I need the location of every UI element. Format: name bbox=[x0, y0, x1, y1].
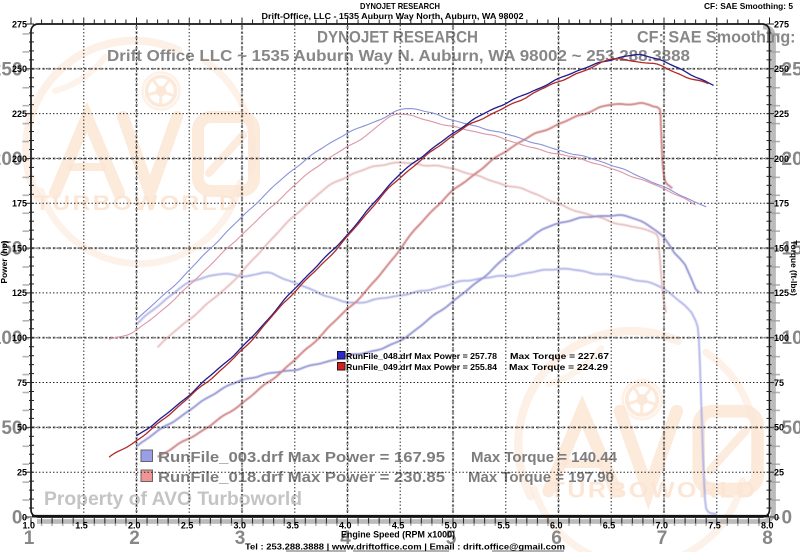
svg-text:275: 275 bbox=[12, 19, 27, 29]
svg-text:RunFile_003.drf Max Power = 16: RunFile_003.drf Max Power = 167.95 bbox=[158, 449, 445, 466]
svg-text:175: 175 bbox=[12, 199, 27, 209]
svg-text:3.5: 3.5 bbox=[286, 521, 299, 531]
svg-text:8: 8 bbox=[762, 528, 773, 549]
svg-text:Max Torque = 224.29: Max Torque = 224.29 bbox=[509, 362, 608, 372]
svg-text:250: 250 bbox=[782, 59, 800, 80]
svg-text:Power (hp): Power (hp) bbox=[0, 240, 9, 283]
svg-text:100: 100 bbox=[774, 333, 789, 343]
svg-text:250: 250 bbox=[12, 64, 27, 74]
svg-text:100: 100 bbox=[12, 333, 27, 343]
svg-text:4: 4 bbox=[340, 528, 351, 549]
svg-text:4.5: 4.5 bbox=[392, 521, 405, 531]
svg-text:CF: SAE Smoothing: 5: CF: SAE Smoothing: 5 bbox=[704, 2, 793, 11]
svg-text:150: 150 bbox=[774, 243, 789, 253]
svg-text:7.5: 7.5 bbox=[708, 521, 721, 531]
svg-text:100: 100 bbox=[0, 328, 23, 349]
svg-text:DYNOJET RESEARCH: DYNOJET RESEARCH bbox=[317, 29, 478, 47]
svg-text:Torque (ft-lbs): Torque (ft-lbs) bbox=[789, 240, 799, 296]
svg-text:Tel : 253.288.3888 | www.dri: Tel : 253.288.3888 | www.driftoffice.com… bbox=[245, 543, 565, 552]
svg-text:250: 250 bbox=[774, 64, 789, 74]
svg-text:125: 125 bbox=[774, 288, 789, 298]
svg-text:6.0: 6.0 bbox=[550, 521, 563, 531]
svg-text:6: 6 bbox=[551, 528, 562, 549]
svg-text:2.0: 2.0 bbox=[128, 521, 141, 531]
svg-text:RunFile_048.drf Max Power = 25: RunFile_048.drf Max Power = 257.78 bbox=[346, 351, 497, 361]
svg-text:5.0: 5.0 bbox=[445, 521, 458, 531]
svg-text:7: 7 bbox=[657, 528, 668, 549]
svg-text:TURBOWORLD: TURBOWORLD bbox=[550, 477, 758, 502]
svg-text:6.5: 6.5 bbox=[603, 521, 616, 531]
svg-text:1: 1 bbox=[24, 528, 35, 549]
svg-text:200: 200 bbox=[0, 149, 23, 170]
svg-text:7.0: 7.0 bbox=[656, 521, 669, 531]
svg-text:150: 150 bbox=[0, 239, 23, 260]
svg-text:RunFile_049.drf Max Power = 25: RunFile_049.drf Max Power = 255.84 bbox=[346, 362, 497, 372]
svg-text:8.0: 8.0 bbox=[761, 521, 774, 531]
svg-text:Max Torque = 227.67: Max Torque = 227.67 bbox=[510, 351, 609, 361]
svg-text:1.5: 1.5 bbox=[75, 521, 88, 531]
svg-text:50: 50 bbox=[782, 418, 800, 439]
svg-text:50: 50 bbox=[17, 423, 27, 433]
svg-text:3: 3 bbox=[235, 528, 246, 549]
svg-text:175: 175 bbox=[774, 199, 789, 209]
svg-text:3.0: 3.0 bbox=[234, 521, 247, 531]
svg-text:225: 225 bbox=[12, 109, 27, 119]
svg-text:200: 200 bbox=[12, 154, 27, 164]
svg-text:RunFile_018.drf Max Power = 23: RunFile_018.drf Max Power = 230.85 bbox=[158, 469, 445, 486]
svg-text:0: 0 bbox=[782, 508, 793, 529]
svg-text:50: 50 bbox=[1, 418, 22, 439]
svg-text:0: 0 bbox=[774, 512, 779, 522]
svg-text:250: 250 bbox=[0, 59, 23, 80]
svg-text:1.0: 1.0 bbox=[23, 521, 36, 531]
svg-text:Drift Office LLC ~ 1535 Auburn: Drift Office LLC ~ 1535 Auburn Way N. Au… bbox=[107, 48, 690, 65]
svg-text:25: 25 bbox=[17, 468, 27, 478]
svg-text:75: 75 bbox=[774, 378, 784, 388]
svg-text:200: 200 bbox=[774, 154, 789, 164]
svg-text:Max Torque = 197.90: Max Torque = 197.90 bbox=[468, 469, 614, 486]
svg-text:CF: SAE Smoothing: 5: CF: SAE Smoothing: 5 bbox=[637, 29, 800, 47]
svg-text:DYNOJET RESEARCH: DYNOJET RESEARCH bbox=[360, 2, 440, 11]
svg-text:50: 50 bbox=[774, 423, 784, 433]
svg-text:5: 5 bbox=[446, 528, 457, 549]
svg-text:150: 150 bbox=[12, 243, 27, 253]
svg-text:75: 75 bbox=[17, 378, 27, 388]
svg-text:Drift-Office, LLC - 1535 Aubur: Drift-Office, LLC - 1535 Auburn Way Nort… bbox=[262, 12, 524, 21]
svg-text:Max Torque = 140.44: Max Torque = 140.44 bbox=[471, 449, 618, 466]
svg-text:0: 0 bbox=[22, 512, 27, 522]
svg-text:Property of AVO Turboworld: Property of AVO Turboworld bbox=[44, 488, 302, 510]
svg-text:Engine Speed (RPM x1000): Engine Speed (RPM x1000) bbox=[341, 530, 455, 540]
svg-text:225: 225 bbox=[774, 109, 789, 119]
svg-text:25: 25 bbox=[774, 468, 784, 478]
svg-text:100: 100 bbox=[782, 328, 800, 349]
svg-text:275: 275 bbox=[774, 19, 789, 29]
svg-text:2.5: 2.5 bbox=[181, 521, 194, 531]
svg-text:0: 0 bbox=[12, 508, 23, 529]
svg-text:150: 150 bbox=[782, 239, 800, 260]
svg-text:200: 200 bbox=[782, 149, 800, 170]
svg-text:4.0: 4.0 bbox=[339, 521, 352, 531]
svg-text:2: 2 bbox=[129, 528, 140, 549]
svg-text:5.5: 5.5 bbox=[497, 521, 510, 531]
svg-text:125: 125 bbox=[12, 288, 27, 298]
